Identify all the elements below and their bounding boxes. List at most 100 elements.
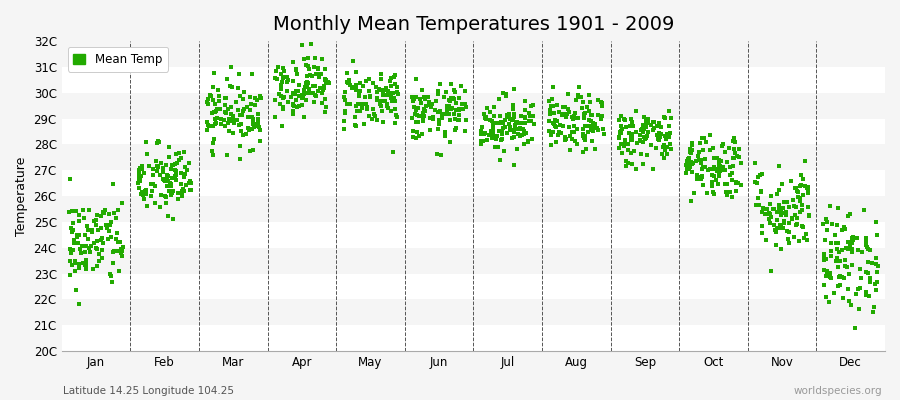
- Point: [432, 116, 446, 123]
- Point: [486, 126, 500, 132]
- Point: [207, 69, 221, 76]
- Point: [168, 167, 183, 173]
- Point: [227, 118, 241, 124]
- Point: [733, 146, 747, 152]
- Point: [860, 259, 875, 266]
- Point: [446, 86, 461, 93]
- Point: [308, 83, 322, 89]
- Point: [850, 235, 865, 241]
- Point: [816, 257, 831, 263]
- Point: [611, 134, 625, 141]
- Point: [79, 243, 94, 250]
- Point: [797, 158, 812, 164]
- Point: [356, 82, 370, 89]
- Point: [343, 100, 357, 107]
- Point: [212, 93, 227, 100]
- Point: [763, 214, 778, 220]
- Point: [413, 95, 428, 102]
- Point: [633, 137, 647, 144]
- Point: [490, 133, 504, 140]
- Point: [272, 91, 286, 97]
- Point: [277, 94, 292, 100]
- Point: [220, 110, 234, 116]
- Point: [660, 144, 674, 150]
- Point: [355, 101, 369, 107]
- Point: [374, 86, 388, 93]
- Point: [226, 113, 240, 119]
- Point: [270, 76, 284, 82]
- Point: [169, 151, 184, 157]
- Point: [407, 104, 421, 110]
- Point: [823, 299, 837, 305]
- Point: [710, 155, 724, 161]
- Point: [527, 120, 542, 127]
- Point: [842, 270, 856, 277]
- Point: [706, 144, 720, 151]
- Point: [728, 138, 742, 145]
- Point: [244, 100, 258, 107]
- Point: [526, 135, 540, 142]
- Point: [374, 71, 389, 78]
- Point: [588, 120, 602, 127]
- Point: [773, 222, 788, 228]
- Point: [359, 77, 374, 84]
- Point: [781, 236, 796, 242]
- Point: [801, 186, 815, 193]
- Point: [778, 198, 792, 205]
- Point: [680, 158, 694, 164]
- Text: worldspecies.org: worldspecies.org: [794, 386, 882, 396]
- Point: [573, 94, 588, 100]
- Bar: [62, 41, 885, 67]
- Point: [509, 146, 524, 152]
- Point: [516, 126, 530, 132]
- Point: [315, 56, 329, 62]
- Point: [588, 146, 602, 152]
- Point: [340, 70, 355, 76]
- Point: [341, 78, 356, 85]
- Point: [764, 192, 778, 199]
- Point: [562, 124, 577, 130]
- Point: [294, 42, 309, 48]
- Point: [549, 139, 563, 146]
- Point: [300, 72, 314, 79]
- Point: [340, 79, 355, 86]
- Point: [586, 128, 600, 134]
- Point: [691, 153, 706, 159]
- Point: [171, 190, 185, 196]
- Point: [113, 246, 128, 252]
- Point: [578, 136, 592, 143]
- Point: [83, 248, 97, 255]
- Point: [595, 112, 609, 119]
- Point: [309, 93, 323, 99]
- Point: [720, 180, 734, 187]
- Point: [151, 163, 166, 170]
- Point: [224, 104, 238, 110]
- Point: [205, 110, 220, 116]
- Point: [690, 176, 705, 182]
- Point: [131, 176, 146, 182]
- Point: [337, 93, 351, 100]
- Point: [659, 134, 673, 141]
- Point: [231, 107, 246, 113]
- Point: [770, 209, 784, 216]
- Point: [571, 115, 585, 121]
- Point: [245, 70, 259, 77]
- Point: [857, 206, 871, 213]
- Point: [275, 65, 290, 71]
- Point: [165, 192, 179, 198]
- Point: [316, 87, 330, 94]
- Point: [408, 111, 422, 117]
- Point: [103, 222, 117, 229]
- Point: [236, 108, 250, 114]
- Point: [785, 216, 799, 222]
- Point: [802, 213, 816, 219]
- Point: [853, 266, 868, 272]
- Point: [154, 160, 168, 166]
- Point: [657, 133, 671, 139]
- Point: [289, 88, 303, 94]
- Point: [621, 140, 635, 147]
- Point: [682, 164, 697, 170]
- Point: [584, 112, 598, 118]
- Point: [320, 79, 334, 85]
- Point: [426, 116, 440, 122]
